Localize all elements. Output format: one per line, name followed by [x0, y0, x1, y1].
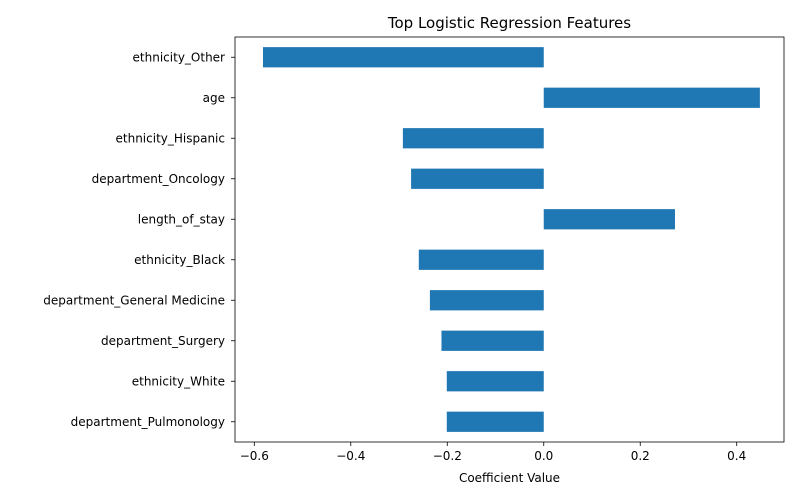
bars-layer	[262, 47, 760, 432]
bar-department_Oncology	[411, 168, 544, 189]
bar-ethnicity_Hispanic	[402, 128, 544, 149]
bar-ethnicity_Black	[418, 249, 544, 270]
y-tick-label: department_Oncology	[92, 172, 225, 186]
y-tick-label: department_Surgery	[101, 334, 225, 348]
axes-layer	[234, 36, 785, 443]
bar-length_of_stay	[543, 209, 675, 230]
x-tick-label: 0.4	[727, 449, 746, 463]
y-tick-label: ethnicity_White	[132, 374, 225, 388]
x-tick-label: −0.4	[336, 449, 365, 463]
x-tick-label: −0.2	[433, 449, 462, 463]
bar-department_General Medicine	[429, 290, 544, 311]
y-tick-label: length_of_stay	[138, 212, 225, 226]
y-tick-label: ethnicity_Black	[134, 253, 225, 267]
x-tick-label: −0.6	[240, 449, 269, 463]
bar-ethnicity_White	[446, 371, 544, 392]
y-tick-label: age	[203, 91, 225, 105]
x-axis-label: Coefficient Value	[459, 471, 560, 485]
y-tick-label: ethnicity_Hispanic	[116, 131, 226, 145]
x-tick-label: 0.0	[534, 449, 553, 463]
chart-title: Top Logistic Regression Features	[387, 14, 631, 32]
y-tick-label: department_General Medicine	[43, 293, 225, 307]
plot-frame	[234, 36, 785, 443]
x-ticks: −0.6 −0.4 −0.2 0.0 0.2 0.4	[240, 442, 746, 463]
bar-ethnicity_Other	[262, 47, 544, 68]
x-tick-label: 0.2	[631, 449, 650, 463]
bar-age	[543, 87, 760, 108]
bar-department_Pulmonology	[446, 411, 544, 432]
y-tick-label: department_Pulmonology	[71, 415, 225, 429]
y-tick-label: ethnicity_Other	[133, 50, 226, 64]
bar-department_Surgery	[441, 330, 544, 351]
